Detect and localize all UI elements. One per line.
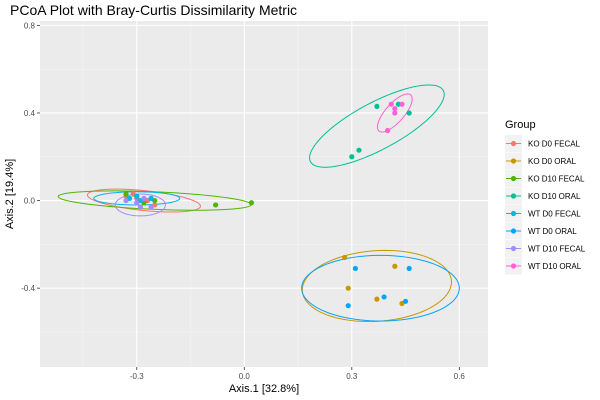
ellipse-ko-d10-fecal (57, 190, 252, 211)
point-wt-d0-oral (402, 298, 409, 304)
point-ko-d10-fecal (248, 200, 255, 206)
point-ko-d10-oral (356, 147, 362, 153)
legend-key-point (510, 263, 517, 269)
ellipse-ko-d10-oral (309, 84, 445, 168)
point-ko-d0-oral (345, 285, 351, 291)
legend-label: KO D10 ORAL (528, 192, 581, 201)
legend-key-point (510, 140, 517, 147)
ellipse-wt-d0-fecal (93, 191, 181, 206)
x-axis-title: Axis.1 [32.8%] (229, 383, 299, 395)
legend-label: KO D10 FECAL (528, 175, 585, 184)
legend-key-point (510, 193, 517, 199)
point-wt-d0-fecal (148, 195, 154, 201)
ellipse-wt-d10-oral (376, 93, 413, 133)
ellipse-wt-d10-fecal (114, 193, 166, 217)
x-axis-ticks: -0.3 0.0 0.3 0.6 (130, 367, 466, 381)
x-tick-label: 0.6 (454, 372, 466, 381)
x-tick-label: -0.3 (130, 372, 144, 381)
point-ko-d0-oral (342, 254, 348, 261)
point-wt-d10-oral (392, 105, 398, 112)
point-wt-d10-fecal (134, 200, 140, 206)
legend-label: WT D0 ORAL (528, 227, 577, 236)
point-wt-d0-oral (381, 294, 387, 300)
legend-label: KO D0 FECAL (528, 140, 581, 149)
point-ko-d10-oral (395, 101, 401, 107)
y-tick-label: -0.4 (21, 284, 35, 293)
legend-label: WT D10 ORAL (528, 262, 582, 271)
legend-title: Group (505, 119, 536, 131)
y-axis-title: Axis.2 [19.4%] (4, 159, 16, 229)
y-axis-ticks: -0.4 0.0 0.4 0.8 (21, 21, 40, 293)
data-points (123, 101, 412, 309)
plot-panel (40, 21, 488, 367)
point-wt-d10-fecal (123, 197, 129, 204)
point-wt-d10-fecal (141, 195, 147, 201)
x-tick-label: 0.3 (346, 372, 358, 381)
point-wt-d10-fecal (137, 204, 143, 210)
point-wt-d0-oral (345, 303, 351, 309)
point-wt-d10-oral (399, 101, 405, 107)
point-ko-d10-oral (349, 154, 355, 160)
legend-key-point (510, 245, 517, 252)
legend-key-point (510, 175, 517, 182)
x-tick-label: 0.0 (239, 372, 251, 381)
point-wt-d10-oral (392, 110, 398, 116)
legend-label: WT D0 FECAL (528, 210, 581, 219)
legend-key-point (510, 210, 517, 217)
legend-label: WT D10 FECAL (528, 245, 586, 254)
y-tick-label: 0.4 (24, 109, 36, 118)
point-wt-d10-oral (385, 127, 391, 134)
point-wt-d0-oral (406, 265, 412, 272)
point-wt-d0-fecal (134, 193, 140, 199)
y-tick-label: 0.0 (24, 197, 36, 206)
ellipse-wt-d0-oral (301, 254, 460, 322)
point-ko-d10-oral (406, 110, 412, 116)
legend-label: KO D0 ORAL (528, 157, 577, 166)
legend: Group KO D0 FECAL KO D0 ORAL KO D10 FECAL K… (505, 119, 586, 275)
point-ko-d10-fecal (213, 202, 219, 208)
point-wt-d0-oral (352, 265, 358, 272)
chart-title: PCoA Plot with Bray-Curtis Dissimilarity… (10, 2, 297, 18)
legend-key-point (510, 228, 517, 234)
confidence-ellipses (57, 84, 460, 323)
point-ko-d0-oral (392, 263, 398, 269)
y-tick-label: 0.8 (24, 21, 36, 30)
point-ko-d0-oral (374, 296, 380, 302)
grid-lines (40, 21, 488, 367)
point-wt-d10-fecal (148, 204, 154, 210)
legend-key-point (510, 158, 517, 164)
point-wt-d10-oral (388, 101, 394, 107)
point-ko-d10-fecal (123, 191, 129, 197)
point-ko-d10-oral (374, 103, 380, 110)
